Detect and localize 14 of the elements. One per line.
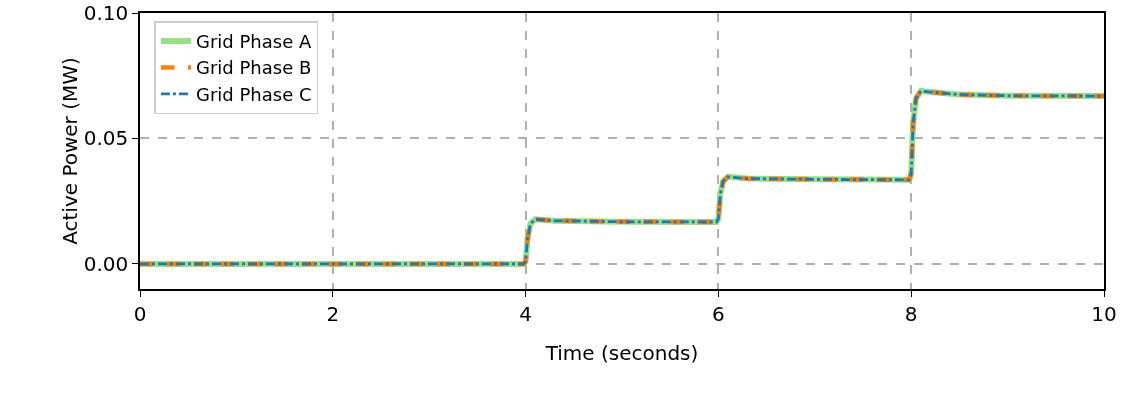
legend-label: Grid Phase B <box>195 57 312 79</box>
x-tick-label: 2 <box>326 301 340 326</box>
x-tick-label: 8 <box>904 301 918 326</box>
x-tick-label: 10 <box>1091 301 1117 326</box>
x-tick-label: 4 <box>519 301 532 326</box>
legend-label: Grid Phase A <box>195 31 312 52</box>
y-axis-title: Active Power (MW) <box>57 57 82 245</box>
x-tick-label: 6 <box>712 301 725 326</box>
y-tick-label: 0.00 <box>83 251 129 276</box>
x-axis-title: Time (seconds) <box>544 340 699 365</box>
y-tick-label: 0.05 <box>83 126 129 151</box>
y-tick-label: 0.10 <box>83 1 129 25</box>
legend-label: Grid Phase C <box>195 83 312 105</box>
x-tick-label: 0 <box>133 301 147 326</box>
